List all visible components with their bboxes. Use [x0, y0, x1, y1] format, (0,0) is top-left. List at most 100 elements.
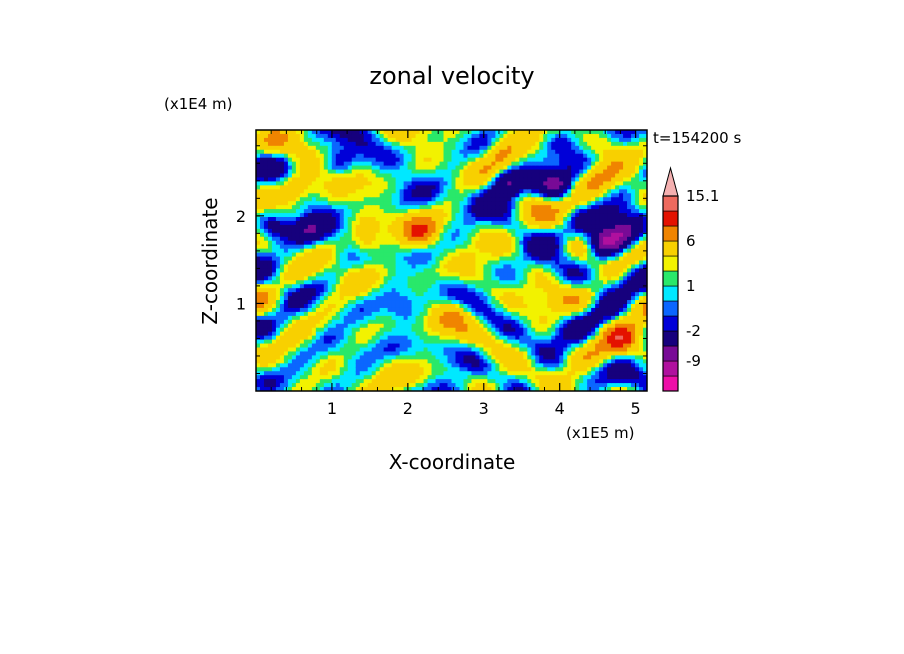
field-cell: [339, 355, 345, 360]
field-cell: [371, 177, 377, 182]
field-cell: [271, 137, 277, 143]
field-cell: [555, 193, 560, 198]
field-cell: [539, 244, 544, 250]
field-cell: [415, 347, 421, 353]
field-cell: [459, 244, 465, 250]
field-cell: [547, 323, 552, 329]
field-cell: [315, 387, 321, 391]
field-cell: [503, 304, 508, 309]
field-cell: [343, 197, 349, 202]
field-cell: [519, 193, 524, 198]
field-cell: [331, 367, 337, 372]
field-cell: [351, 240, 357, 246]
field-cell: [447, 248, 453, 254]
field-cell: [323, 327, 329, 333]
field-cell: [263, 311, 269, 317]
field-cell: [363, 205, 369, 210]
field-cell: [443, 157, 449, 163]
field-cell: [335, 379, 341, 384]
field-cell: [279, 161, 285, 167]
field-cell: [515, 264, 520, 269]
field-cell: [287, 343, 293, 349]
field-cell: [451, 177, 457, 182]
field-cell: [267, 145, 273, 151]
field-cell: [423, 260, 429, 266]
field-cell: [315, 220, 321, 226]
field-cell: [363, 260, 369, 266]
field-cell: [419, 165, 425, 171]
field-cell: [371, 268, 377, 273]
field-cell: [443, 213, 449, 218]
field-cell: [271, 181, 277, 186]
field-cell: [515, 181, 520, 186]
field-cell: [295, 220, 301, 226]
field-cell: [287, 260, 293, 266]
field-cell: [471, 220, 477, 226]
field-cell: [527, 276, 532, 281]
field-cell: [523, 130, 528, 135]
field-cell: [467, 252, 473, 258]
field-cell: [407, 157, 413, 163]
field-cell: [391, 240, 397, 246]
field-cell: [343, 335, 349, 341]
field-cell: [379, 205, 385, 210]
field-cell: [299, 177, 305, 182]
field-cell: [263, 280, 269, 285]
field-cell: [399, 367, 405, 372]
field-cell: [291, 197, 297, 202]
field-cell: [487, 205, 492, 210]
field-cell: [547, 315, 552, 321]
field-cell: [263, 375, 269, 380]
field-cell: [519, 130, 524, 135]
field-cell: [415, 252, 421, 258]
field-cell: [503, 296, 508, 301]
field-cell: [307, 371, 313, 376]
field-cell: [343, 177, 349, 182]
field-cell: [291, 331, 297, 337]
field-cell: [291, 292, 297, 297]
field-cell: [311, 252, 317, 258]
field-cell: [499, 284, 504, 289]
field-cell: [415, 141, 421, 147]
field-cell: [479, 161, 485, 167]
field-cell: [471, 327, 477, 333]
field-cell: [291, 177, 297, 182]
field-cell: [423, 181, 429, 186]
field-cell: [267, 363, 273, 368]
field-cell: [299, 217, 305, 222]
field-cell: [256, 327, 261, 333]
field-cell: [279, 213, 285, 218]
field-cell: [363, 315, 369, 321]
field-cell: [363, 276, 369, 281]
field-cell: [367, 157, 373, 163]
field-cell: [523, 363, 528, 368]
field-cell: [475, 304, 481, 309]
field-cell: [343, 236, 349, 242]
field-cell: [503, 217, 508, 222]
field-cell: [515, 165, 520, 171]
field-cell: [503, 327, 508, 333]
field-cell: [407, 130, 413, 135]
field-cell: [479, 272, 485, 277]
field-cell: [487, 355, 492, 360]
field-cell: [363, 177, 369, 182]
field-cell: [419, 304, 425, 309]
field-cell: [359, 311, 365, 317]
field-cell: [407, 292, 413, 297]
field-cell: [363, 347, 369, 353]
field-cell: [271, 264, 277, 269]
field-cell: [451, 205, 457, 210]
field-cell: [275, 220, 281, 226]
field-cell: [407, 209, 413, 214]
field-cell: [347, 197, 353, 202]
field-cell: [363, 165, 369, 171]
field-cell: [451, 359, 457, 364]
field-cell: [431, 141, 437, 147]
field-cell: [403, 153, 409, 159]
field-cell: [299, 268, 305, 273]
field-cell: [551, 201, 556, 206]
field-cell: [543, 319, 548, 325]
field-cell: [487, 169, 492, 175]
field-cell: [363, 153, 369, 159]
field-cell: [551, 197, 556, 202]
